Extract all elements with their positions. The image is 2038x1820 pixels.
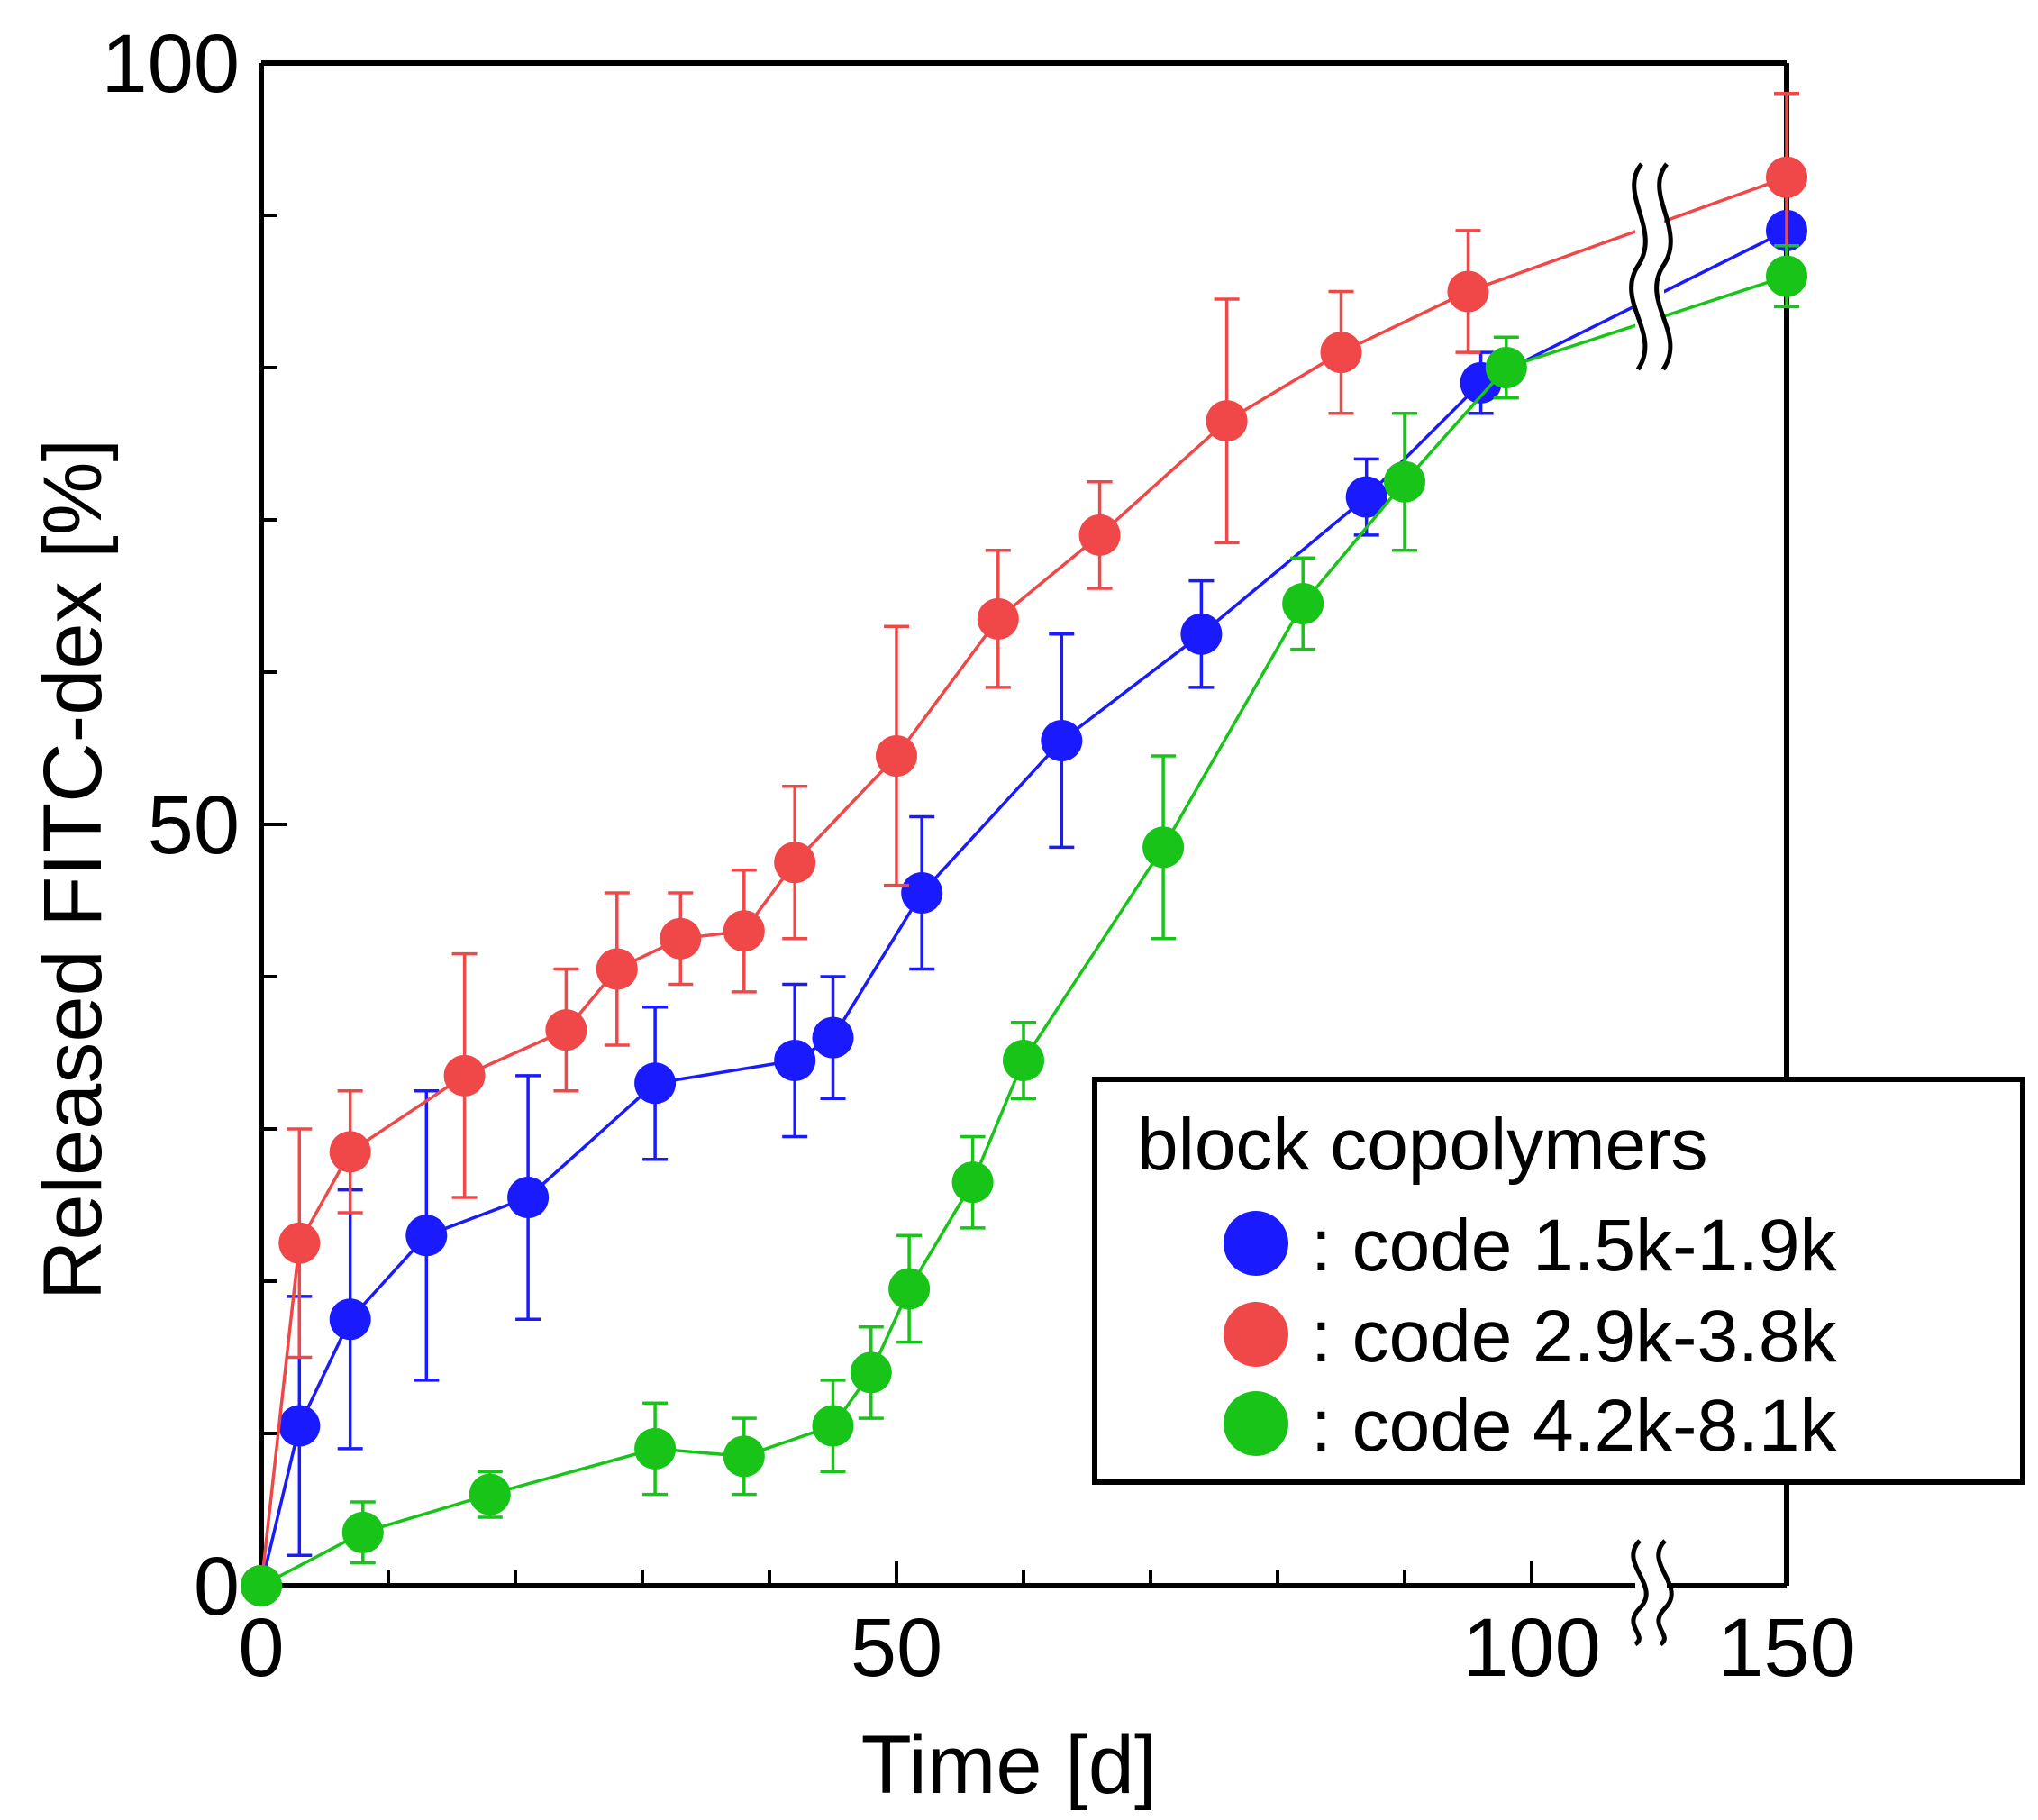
axis-break-curve <box>1629 162 1673 371</box>
series-0-point-11 <box>1345 476 1387 518</box>
series-1-point-3 <box>443 1054 486 1097</box>
series-1-point-5 <box>596 948 638 990</box>
series-1-point-9 <box>876 734 917 777</box>
series-1-point-11 <box>1078 514 1121 556</box>
series-1-point-7 <box>723 910 765 952</box>
x-tick-label-100: 100 <box>1462 1602 1601 1694</box>
series-2-point-11 <box>1282 582 1324 624</box>
series-1-point-4 <box>545 1009 587 1051</box>
series-2-point-3 <box>634 1427 677 1470</box>
legend-marker-code-2-9k-3-8k <box>1224 1302 1288 1367</box>
x-axis-title: Time [d] <box>861 1719 1158 1811</box>
series-1 <box>241 92 1807 1606</box>
legend-label-code-4-2k-8-1k: : code 4.2k-8.1k <box>1311 1385 1837 1467</box>
series-1-point-15 <box>1766 156 1807 198</box>
series-2-point-2 <box>469 1473 511 1515</box>
series-0-point-5 <box>634 1062 677 1105</box>
series-0-point-1 <box>278 1405 321 1447</box>
series-2-point-9 <box>1003 1039 1044 1081</box>
series-0-point-3 <box>405 1215 448 1257</box>
series-0-point-8 <box>901 872 943 915</box>
series-0-point-10 <box>1180 613 1223 655</box>
series-2-point-13 <box>1485 347 1527 388</box>
series-1-point-14 <box>1447 270 1489 313</box>
series-1-point-10 <box>977 597 1019 640</box>
series-2-point-5 <box>812 1405 854 1447</box>
series-0-point-7 <box>812 1016 854 1059</box>
series-0-point-4 <box>507 1177 550 1219</box>
series-2-point-0 <box>241 1565 282 1606</box>
series-1-point-13 <box>1320 332 1362 374</box>
axis-break-bottom-right-stroke <box>1656 1539 1674 1647</box>
axis-break-curve-right-stroke <box>1654 162 1673 371</box>
legend-marker-code-1-5k-1-9k <box>1224 1211 1288 1276</box>
legend-title: block copolymers <box>1137 1104 1707 1186</box>
axis-break-curve-left-stroke <box>1629 162 1648 371</box>
series-0-point-9 <box>1041 720 1083 762</box>
x-tick-label-0: 0 <box>238 1602 284 1694</box>
series-1-point-8 <box>774 842 816 884</box>
axis-break-bottom <box>1631 1539 1674 1647</box>
series-1-point-6 <box>660 917 702 960</box>
y-tick-label-0: 0 <box>194 1541 240 1633</box>
series-1-point-12 <box>1206 400 1248 442</box>
legend-label-code-2-9k-3-8k: : code 2.9k-3.8k <box>1311 1296 1837 1378</box>
legend: block copolymers : code 1.5k-1.9k : code… <box>1092 1077 2025 1485</box>
series-layer <box>241 92 1807 1606</box>
series-2-point-10 <box>1142 826 1185 869</box>
series-2-point-8 <box>951 1161 994 1204</box>
legend-label-code-1-5k-1-9k: : code 1.5k-1.9k <box>1311 1205 1837 1287</box>
series-1-point-2 <box>329 1131 371 1173</box>
series-2-point-6 <box>850 1351 892 1394</box>
series-2-point-12 <box>1384 460 1425 503</box>
series-2-point-1 <box>341 1511 384 1553</box>
ticks: 0 50 100 0 50 100 150 <box>102 18 1856 1694</box>
y-tick-label-100: 100 <box>102 18 241 110</box>
series-1-line <box>259 176 1788 1587</box>
legend-marker-code-4-2k-8-1k <box>1224 1391 1288 1456</box>
y-axis-title: Released FITC-dex [%] <box>27 439 119 1300</box>
series-0-point-6 <box>774 1039 816 1081</box>
series-2-point-4 <box>723 1435 765 1478</box>
series-1-point-1 <box>278 1222 321 1264</box>
series-0 <box>241 190 1807 1606</box>
series-2 <box>241 244 1807 1606</box>
series-2-point-7 <box>888 1268 931 1310</box>
series-2-point-14 <box>1766 255 1807 297</box>
y-tick-label-50: 50 <box>148 779 240 871</box>
axis-break-bottom-left-stroke <box>1631 1539 1649 1647</box>
x-tick-label-150: 150 <box>1717 1602 1856 1694</box>
x-tick-label-50: 50 <box>851 1602 942 1694</box>
series-0-point-2 <box>329 1298 371 1341</box>
